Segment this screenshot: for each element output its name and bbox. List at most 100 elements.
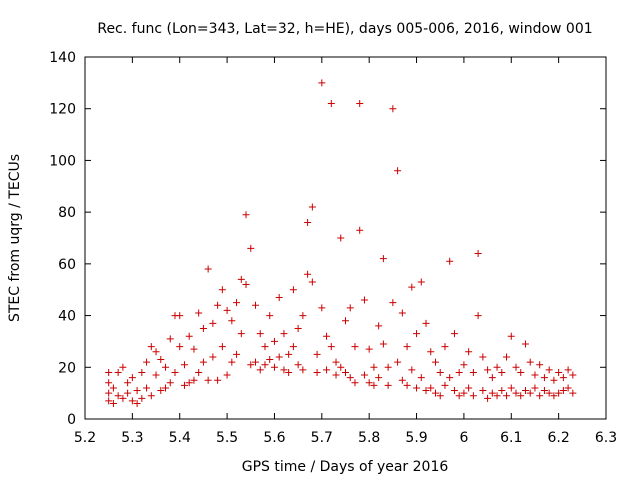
data-point [375,322,383,330]
data-point [124,389,132,397]
data-point [223,306,231,314]
data-point [446,374,454,382]
data-point [512,363,520,371]
data-point [105,379,113,387]
data-point [446,257,454,265]
data-point [195,309,203,317]
data-point [204,376,212,384]
data-point [270,337,278,345]
x-tick-label: 6.3 [595,430,617,446]
data-point [242,281,250,289]
data-point [569,371,577,379]
data-point [384,381,392,389]
data-point [531,371,539,379]
data-point [398,376,406,384]
data-points [105,79,577,407]
data-point [261,343,269,351]
data-point [417,374,425,382]
data-point [138,394,146,402]
data-point [398,309,406,317]
data-point [157,387,165,395]
data-point [294,325,302,332]
data-point [379,340,387,348]
data-point [256,366,264,374]
x-tick-label: 5.5 [216,430,238,446]
data-point [503,353,511,361]
data-point [209,319,217,327]
data-point [488,389,496,397]
data-point [209,353,217,361]
data-point [114,392,122,400]
data-point [228,317,236,325]
data-point [180,381,188,389]
data-point [228,358,236,366]
data-point [218,343,226,351]
x-tick-label: 5.4 [169,430,191,446]
data-point [365,345,373,353]
data-point [166,335,174,343]
data-point [555,389,563,397]
data-point [162,384,170,392]
chart-title: Rec. func (Lon=343, Lat=32, h=HE), days … [97,21,592,37]
data-point [469,368,477,376]
data-point [332,358,340,366]
data-point [394,167,402,175]
data-point [413,384,421,392]
data-point [484,366,492,374]
data-point [408,283,416,291]
data-point [474,250,482,258]
data-point [517,392,525,400]
axis-ticks: 5.2 5.3 5.4 5.5 5.6 5.7 5.8 5.9 6 6.1 6.2 6.3 0 20 40 6… [49,50,617,446]
data-point [540,387,548,395]
data-point [450,330,458,338]
data-point [521,387,529,395]
data-point [304,218,312,226]
data-point [327,100,335,108]
data-point [162,363,170,371]
data-point [422,319,430,327]
data-point [304,270,312,278]
x-tick-label: 5.3 [121,430,143,446]
data-point [261,361,269,369]
data-point [498,368,506,376]
data-point [479,387,487,395]
data-point [105,397,113,405]
data-point [427,384,435,392]
data-point [147,392,155,400]
data-point [233,350,241,358]
data-point [128,397,136,405]
data-point [199,358,207,366]
data-point [351,343,359,351]
data-point [498,387,506,395]
data-point [318,79,326,87]
data-point [384,363,392,371]
data-point [417,278,425,286]
data-point [119,394,127,402]
data-point [555,368,563,376]
data-point [119,363,127,371]
data-point [394,358,402,366]
data-point [346,304,354,312]
data-point [427,348,435,356]
data-point [455,392,463,400]
data-point [138,368,146,376]
data-point [351,379,359,387]
data-point [105,368,113,376]
x-axis-label: GPS time / Days of year 2016 [242,459,449,475]
y-tick-label: 40 [58,309,76,325]
data-point [559,374,567,382]
data-point [507,384,515,392]
x-tick-label: 6.2 [548,430,570,446]
data-point [285,368,293,376]
data-point [237,275,245,283]
data-point [109,399,117,407]
data-point [403,381,411,389]
data-point [223,371,231,379]
data-point [389,105,397,113]
data-point [564,384,572,392]
data-point [375,374,383,382]
data-point [190,376,198,384]
data-point [143,384,151,392]
data-point [536,361,544,369]
